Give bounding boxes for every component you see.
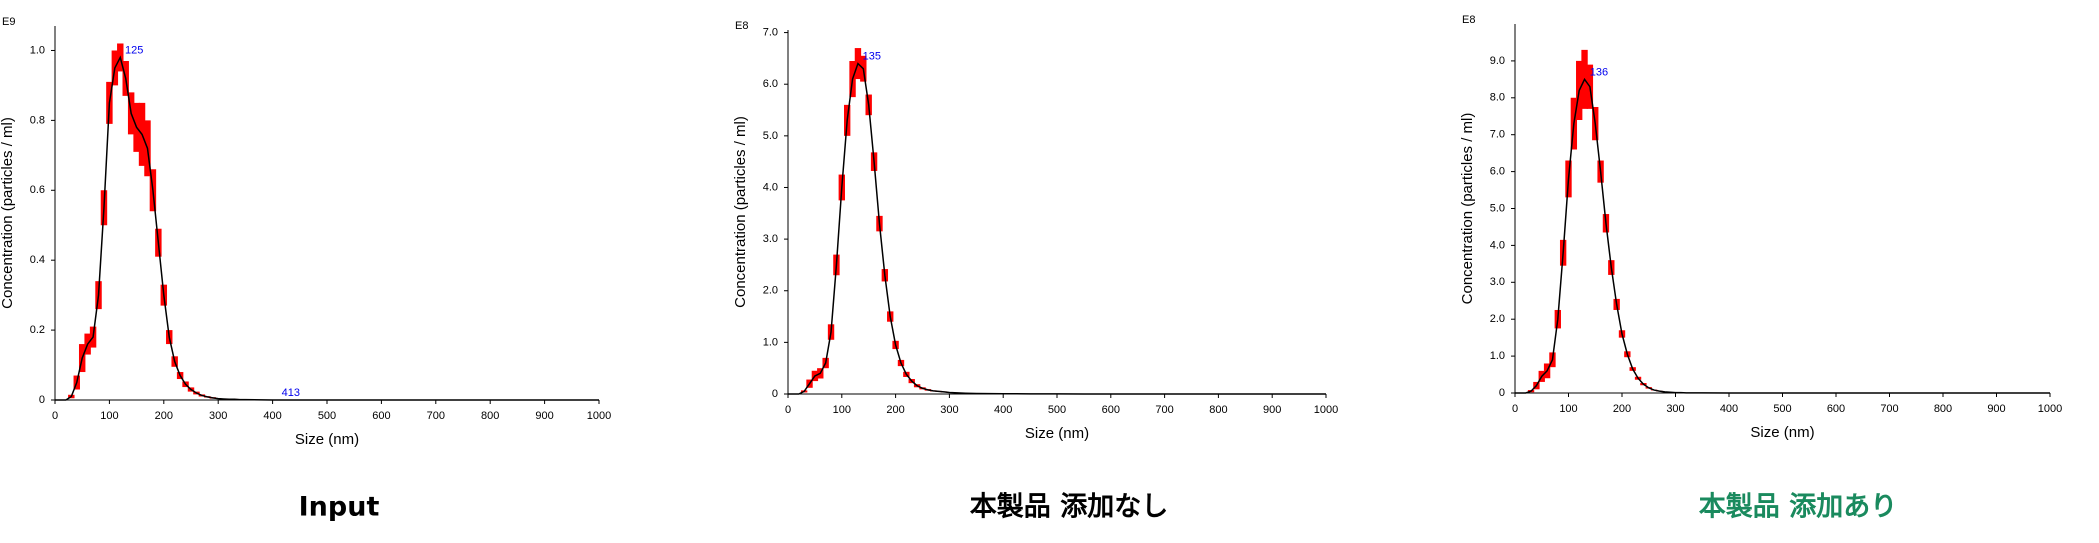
mean-line (1515, 77, 2050, 394)
x-tick-label: 800 (1934, 403, 1952, 415)
x-tick-label: 400 (263, 410, 281, 422)
x-tick-label: 500 (1048, 404, 1066, 416)
exponent-label: E8 (735, 20, 748, 32)
y-tick-label: 0 (1499, 387, 1505, 399)
chart: 0 1.0 2.0 3.0 4.0 5.0 6.0 7.0 0 100 200 300 400 500 60… (732, 20, 1338, 523)
mean-line (788, 62, 1326, 395)
x-tick-label: 300 (940, 404, 958, 416)
x-tick-label: 0 (1512, 403, 1518, 415)
y-tick-label: 4.0 (1490, 239, 1505, 251)
x-tick-label: 900 (1263, 404, 1281, 416)
x-tick-label: 100 (1559, 403, 1577, 415)
caption: Input (299, 492, 380, 523)
peak-label: 135 (863, 50, 881, 62)
peak-label: 125 (125, 44, 143, 56)
x-tick-label: 0 (52, 410, 58, 422)
x-tick-label: 900 (535, 410, 553, 422)
y-tick-label: 5.0 (763, 130, 778, 142)
y-tick-label: 1.0 (763, 336, 778, 348)
x-tick-label: 1000 (2038, 403, 2062, 415)
x-tick-label: 600 (372, 410, 390, 422)
x-tick-label: 400 (994, 404, 1012, 416)
mean-line (55, 55, 599, 401)
x-axis-label: Size (nm) (295, 431, 359, 448)
y-tick-label: 9.0 (1490, 55, 1505, 67)
y-tick-label: 5.0 (1490, 202, 1505, 214)
x-tick-label: 1000 (1314, 404, 1338, 416)
y-tick-label: 6.0 (763, 78, 778, 90)
chart: 0 0.2 0.4 0.6 0.8 1.0 0 100 200 300 400 500 600 700 80… (0, 16, 611, 523)
x-axis-label: Size (nm) (1025, 425, 1089, 442)
x-tick-label: 200 (886, 404, 904, 416)
y-tick-label: 1.0 (1490, 350, 1505, 362)
x-tick-label: 300 (1666, 403, 1684, 415)
x-tick-label: 400 (1720, 403, 1738, 415)
y-tick-label: 3.0 (1490, 276, 1505, 288)
y-tick-label: 4.0 (763, 181, 778, 193)
peak-label: 413 (282, 387, 300, 399)
x-tick-label: 600 (1102, 404, 1120, 416)
x-tick-label: 300 (209, 410, 227, 422)
peak-label: 136 (1590, 66, 1608, 78)
x-tick-label: 100 (100, 410, 118, 422)
y-tick-label: 0.2 (30, 324, 45, 336)
chart: 0 1.0 2.0 3.0 4.0 5.0 6.0 7.0 8.0 9.0 0 100 200 300 40… (1459, 14, 2062, 523)
x-tick-label: 500 (318, 410, 336, 422)
y-axis-label: Concentration (particles / ml) (0, 117, 16, 309)
y-tick-label: 3.0 (763, 233, 778, 245)
x-tick-label: 0 (785, 404, 791, 416)
exponent-label: E8 (1462, 14, 1475, 26)
y-tick-label: 0 (772, 388, 778, 400)
y-tick-label: 1.0 (30, 44, 45, 56)
y-tick-label: 0.6 (30, 184, 45, 196)
y-tick-label: 2.0 (763, 285, 778, 297)
x-tick-label: 700 (1880, 403, 1898, 415)
caption: 本製品 添加なし (970, 492, 1168, 523)
caption: 本製品 添加あり (1699, 492, 1897, 523)
y-tick-label: 0 (39, 394, 45, 406)
y-tick-label: 7.0 (1490, 129, 1505, 141)
y-tick-label: 0.4 (30, 254, 45, 266)
x-tick-label: 200 (1613, 403, 1631, 415)
x-tick-label: 700 (1155, 404, 1173, 416)
x-tick-label: 1000 (587, 410, 611, 422)
y-axis-label: Concentration (particles / ml) (1459, 113, 1476, 305)
x-tick-label: 800 (481, 410, 499, 422)
x-tick-label: 600 (1827, 403, 1845, 415)
x-tick-label: 900 (1987, 403, 2005, 415)
x-tick-label: 200 (155, 410, 173, 422)
x-axis-label: Size (nm) (1750, 424, 1814, 441)
y-tick-label: 0.8 (30, 114, 45, 126)
y-tick-label: 8.0 (1490, 92, 1505, 104)
x-tick-label: 700 (427, 410, 445, 422)
x-tick-label: 500 (1773, 403, 1791, 415)
y-tick-label: 6.0 (1490, 166, 1505, 178)
exponent-label: E9 (2, 16, 15, 28)
x-tick-label: 100 (833, 404, 851, 416)
x-tick-label: 800 (1209, 404, 1227, 416)
y-axis-label: Concentration (particles / ml) (732, 116, 749, 308)
y-tick-label: 7.0 (763, 26, 778, 38)
y-tick-label: 2.0 (1490, 313, 1505, 325)
